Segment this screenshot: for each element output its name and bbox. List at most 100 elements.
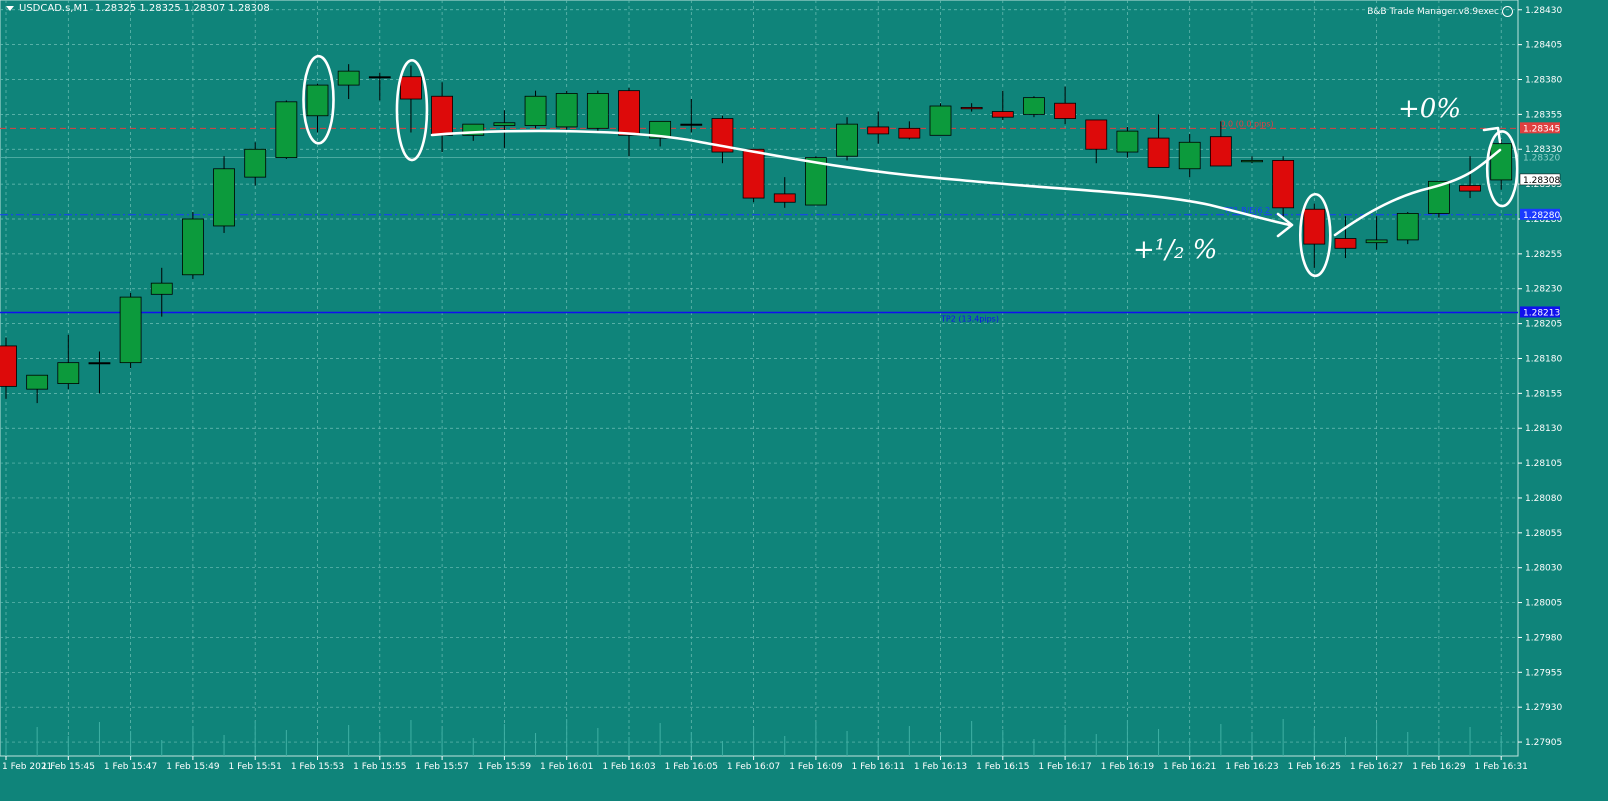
annotation-half-percent: +¹/₂ %	[1133, 235, 1217, 265]
x-tick-label: 1 Feb 2021	[2, 762, 52, 772]
candle	[1490, 139, 1513, 190]
candle-body	[0, 345, 17, 387]
candle	[1272, 156, 1295, 219]
y-tick-label: 1.28280	[1525, 215, 1562, 225]
arrowhead-1	[1276, 212, 1294, 238]
dropdown-triangle-icon[interactable]	[6, 5, 14, 11]
candle-body	[213, 168, 235, 227]
candle-body	[1241, 160, 1263, 163]
candle-body	[898, 127, 921, 139]
candle	[275, 100, 298, 160]
grid-layer	[0, 0, 1519, 757]
y-tick-label: 1.28330	[1525, 145, 1562, 155]
x-tick-label: 1 Feb 16:13	[914, 762, 967, 772]
candle	[306, 83, 329, 133]
candle	[773, 177, 796, 208]
level-price-tag	[1520, 306, 1560, 318]
candle	[1365, 216, 1388, 250]
ohlc-readout: 1.28325 1.28325 1.28307 1.28308	[94, 3, 270, 14]
x-tick-label: 1 Feb 15:45	[42, 762, 95, 772]
candle	[960, 103, 983, 112]
candle-body	[711, 118, 734, 153]
annotations-layer: +¹/₂ % +0%	[302, 54, 1519, 278]
candle	[898, 121, 921, 140]
candle-body	[960, 107, 983, 110]
x-tick-label: 1 Feb 16:01	[540, 762, 593, 772]
x-tick-label: 1 Feb 16:07	[727, 762, 780, 772]
y-tick-label: 1.28130	[1525, 424, 1562, 434]
x-tick-label: 1 Feb 16:19	[1101, 762, 1155, 772]
y-tick-label: 1.28430	[1525, 6, 1562, 16]
candle	[244, 142, 267, 186]
candle-body	[1365, 239, 1388, 244]
candle	[742, 148, 765, 203]
x-tick-label: 1 Feb 16:17	[1038, 762, 1091, 772]
level-label-tp2: TP2 (13.4pips)	[940, 314, 999, 323]
candle	[88, 351, 111, 394]
smiley-icon	[1502, 6, 1513, 17]
candle-body	[1334, 238, 1357, 249]
candle-body	[649, 120, 672, 139]
x-tick-label: 1 Feb 16:15	[976, 762, 1029, 772]
x-tick-label: 1 Feb 15:57	[415, 762, 468, 772]
y-tick-label: 1.28255	[1525, 250, 1562, 260]
current-price-tag	[1519, 173, 1561, 186]
x-tick-label: 1 Feb 15:59	[478, 762, 532, 772]
candle-body	[57, 362, 80, 384]
y-tick-label: 1.27955	[1525, 668, 1562, 678]
y-tick-label: 1.28205	[1525, 320, 1562, 330]
x-tick-label: 1 Feb 16:21	[1163, 762, 1216, 772]
arrow-path-2	[1333, 148, 1502, 237]
y-tick-label: 1.28405	[1525, 41, 1562, 51]
candle-body	[586, 93, 609, 129]
x-tick-label: 1 Feb 16:05	[665, 762, 718, 772]
y-tick-label: 1.27905	[1525, 738, 1562, 748]
candle-body	[1396, 213, 1419, 241]
candle	[181, 212, 204, 279]
candle-body	[1178, 141, 1201, 170]
level-price-tag	[1520, 208, 1560, 220]
candle-body	[275, 101, 298, 159]
candle	[57, 334, 80, 390]
candle	[991, 90, 1014, 120]
circle-mark-3	[1299, 192, 1332, 278]
candle-body	[524, 95, 547, 126]
candle	[836, 117, 858, 161]
circle-mark-2	[395, 59, 429, 162]
candle	[524, 90, 547, 129]
candle	[649, 120, 672, 147]
candle-body	[991, 111, 1014, 118]
y-tick-label: 1.28180	[1525, 354, 1562, 364]
candle	[680, 99, 703, 133]
candle	[1054, 86, 1076, 125]
candle	[400, 65, 422, 133]
candle-body	[1459, 185, 1481, 192]
candle	[213, 156, 235, 233]
candle	[805, 156, 827, 206]
candle-body	[119, 296, 142, 364]
candle-body	[680, 123, 703, 126]
x-tick-label: 1 Feb 15:51	[229, 762, 282, 772]
candle	[1459, 156, 1481, 199]
candle	[1178, 133, 1201, 178]
candle	[368, 72, 391, 101]
candle-body	[150, 282, 173, 295]
plot-frame	[0, 0, 1519, 757]
x-tick-label: 1 Feb 16:27	[1350, 762, 1403, 772]
candles-layer	[0, 64, 1513, 404]
candle	[929, 103, 952, 136]
candle	[1147, 114, 1170, 168]
circle-mark-1	[302, 54, 335, 145]
y-tick-label: 1.28155	[1525, 389, 1562, 399]
x-tick-label: 1 Feb 16:03	[602, 762, 655, 772]
candle-body	[1054, 102, 1076, 119]
candle	[586, 90, 609, 132]
candle-body	[1147, 137, 1170, 168]
x-tick-label: 1 Feb 16:31	[1475, 762, 1528, 772]
level-label-entry: 0.0 (0.0 pips)	[1220, 119, 1273, 128]
arrow-path-1	[430, 129, 1292, 227]
candle-body	[368, 76, 391, 79]
candle-body	[1428, 180, 1450, 214]
candle-body	[805, 157, 827, 206]
